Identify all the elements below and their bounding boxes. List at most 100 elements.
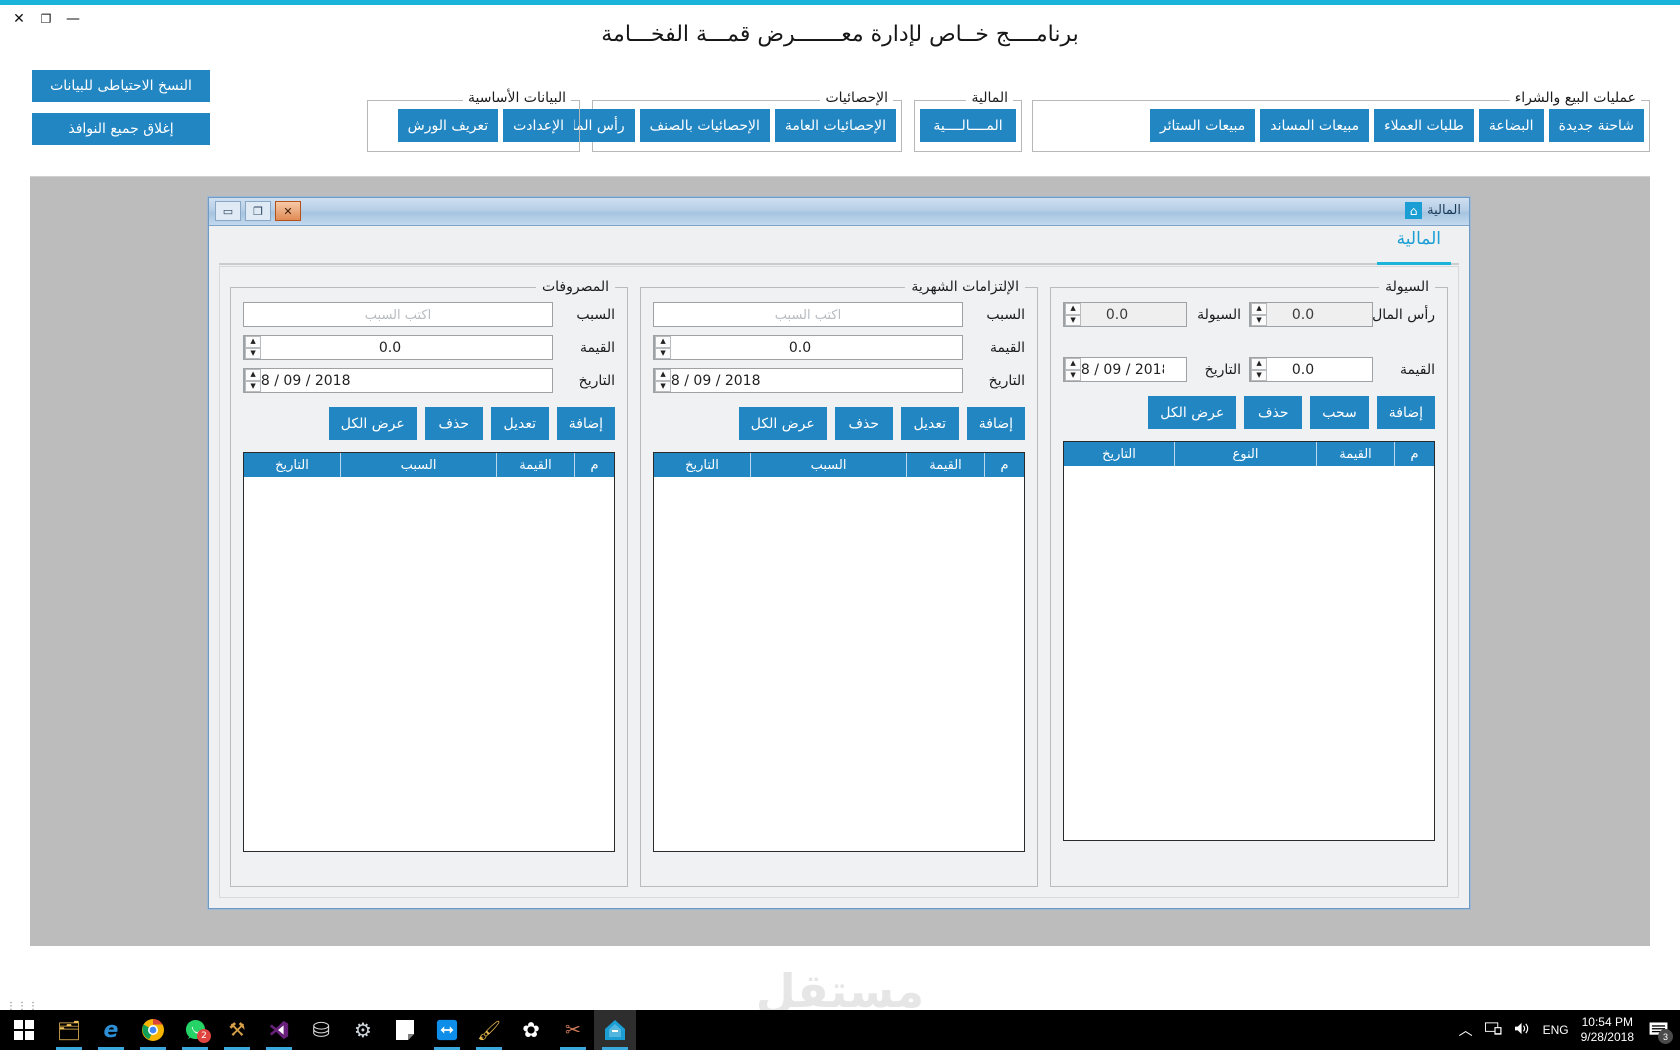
expenses-grid-body[interactable] (244, 477, 614, 851)
start-button[interactable] (0, 1010, 48, 1050)
minimize-icon[interactable]: — (66, 11, 80, 27)
liquidity-grid[interactable]: م القيمة النوع التاريخ (1063, 441, 1435, 841)
liquidity-spinner[interactable]: ▲ ▼ (1064, 303, 1081, 326)
general-statistics-button[interactable]: الإحصائيات العامة (774, 109, 896, 142)
child-close-icon[interactable]: ✕ (275, 201, 301, 221)
tools-icon[interactable]: ⚒ (216, 1010, 258, 1050)
obligations-date-row: التاريخ ▲▼ (653, 368, 1025, 393)
expenses-value-spinner[interactable]: ▲ ▼ (244, 336, 261, 359)
tab-separator (219, 263, 1459, 265)
expenses-date-spinner[interactable]: ▲ ▼ (244, 369, 261, 392)
curtain-sales-button[interactable]: مبيعات الستائر (1149, 109, 1256, 142)
liquidity-date-label: التاريخ (1204, 361, 1241, 378)
settings-icon[interactable]: ✿ (522, 1018, 540, 1042)
obligations-col-date: التاريخ (685, 457, 719, 473)
capital-spinner[interactable]: ▲ ▼ (1250, 303, 1267, 326)
capital-input[interactable] (1249, 302, 1373, 327)
settings-gears-icon[interactable]: ⚙ (354, 1018, 372, 1042)
obligations-value-label: القيمة (989, 339, 1025, 356)
clock[interactable]: 10:54 PM 9/28/2018 (1581, 1015, 1634, 1045)
sales-purchase-group: عمليات البيع والشراء شاحنة جديدة البضاعة… (1032, 90, 1650, 152)
chrome-browser-icon[interactable] (132, 1010, 174, 1050)
liquidity-showall-button[interactable]: عرض الكل (1148, 396, 1237, 429)
statistics-by-category-button[interactable]: الإحصائيات بالصنف (639, 109, 770, 142)
expenses-date-input[interactable] (243, 368, 553, 393)
obligations-date-spinner[interactable]: ▲ ▼ (654, 369, 671, 392)
basic-data-group: البيانات الأساسية الإعدادت تعريف الورش (367, 90, 580, 152)
obligations-value-input[interactable] (653, 335, 963, 360)
liquidity-delete-button[interactable]: حذف (1244, 396, 1303, 429)
customer-orders-button[interactable]: طلبات العملاء (1374, 109, 1474, 142)
obligations-value-spinner[interactable]: ▲ ▼ (654, 336, 671, 359)
expenses-showall-button[interactable]: عرض الكل (328, 407, 417, 440)
child-minimize-icon[interactable]: ▭ (215, 201, 241, 221)
tab-finance[interactable]: المالية (1396, 229, 1441, 249)
liquidity-add-button[interactable]: إضافة (1376, 396, 1435, 429)
clock-date: 9/28/2018 (1580, 1030, 1634, 1044)
edge-browser-icon[interactable]: e (90, 1010, 132, 1050)
workshops-definition-button[interactable]: تعريف الورش (397, 109, 499, 142)
child-window-titlebar[interactable]: ✕ ❐ ▭ ⌂ المالية (209, 198, 1469, 226)
child-restore-icon[interactable]: ❐ (245, 201, 271, 221)
notification-center-icon[interactable]: 3 (1646, 1017, 1673, 1044)
expenses-date-label: التاريخ (578, 372, 615, 389)
language-indicator[interactable]: ENG (1542, 1023, 1569, 1037)
top-accent-strip (0, 0, 1680, 5)
chevron-up-icon[interactable]: ︿ (1458, 1022, 1473, 1038)
network-icon[interactable] (1484, 1021, 1502, 1039)
finance-button[interactable]: المــــالــــية (920, 109, 1016, 142)
new-truck-button[interactable]: شاحنة جديدة (1548, 109, 1644, 142)
expenses-value-input[interactable] (243, 335, 553, 360)
obligations-edit-button[interactable]: تعديل (900, 407, 959, 440)
pillow-sales-button[interactable]: مبيعات المساند (1260, 109, 1370, 142)
whatsapp-icon[interactable]: 2 (174, 1010, 216, 1050)
child-window-title-area: ⌂ المالية (1405, 202, 1461, 219)
liquidity-input[interactable] (1063, 302, 1187, 327)
restore-icon[interactable]: ❐ (40, 12, 52, 26)
goods-button[interactable]: البضاعة (1478, 109, 1544, 142)
liquidity-amount-label: القيمة (1399, 361, 1435, 378)
liquidity-grid-body[interactable] (1064, 466, 1434, 840)
paint-icon[interactable]: 🖌 (468, 1010, 510, 1050)
liquidity-date-input[interactable] (1063, 357, 1187, 382)
statistics-group-title: الإحصائيات (820, 90, 893, 106)
expenses-panel-title: المصروفات (535, 279, 615, 295)
child-window-system-buttons: ✕ ❐ ▭ (215, 201, 301, 221)
obligations-grid-header: م القيمة السبب التاريخ (654, 453, 1024, 477)
expenses-edit-button[interactable]: تعديل (490, 407, 549, 440)
obligations-grid[interactable]: م القيمة السبب التاريخ (653, 452, 1025, 852)
app-showroom-icon[interactable] (594, 1010, 636, 1050)
volume-icon[interactable] (1514, 1021, 1531, 1039)
expenses-grid[interactable]: م القيمة السبب التاريخ (243, 452, 615, 852)
obligations-showall-button[interactable]: عرض الكل (738, 407, 827, 440)
expenses-add-button[interactable]: إضافة (556, 407, 615, 440)
obligations-date-input[interactable] (653, 368, 963, 393)
close-icon[interactable]: ✕ (13, 11, 25, 27)
snipping-tool-icon[interactable]: ✂ (552, 1010, 594, 1050)
clock-time: 10:54 PM (1581, 1015, 1633, 1029)
expenses-reason-input[interactable] (243, 302, 553, 327)
obligations-delete-button[interactable]: حذف (834, 407, 893, 440)
monthly-obligations-panel-title: الإلتزامات الشهرية (905, 279, 1025, 295)
obligations-grid-body[interactable] (654, 477, 1024, 851)
expenses-delete-button[interactable]: حذف (424, 407, 483, 440)
liquidity-col-type: النوع (1174, 442, 1316, 466)
teamviewer-icon[interactable] (426, 1010, 468, 1050)
notepad-icon[interactable] (384, 1010, 426, 1050)
backup-data-button[interactable]: النسخ الاحتياطى للبيانات (32, 70, 210, 102)
obligations-add-button[interactable]: إضافة (966, 407, 1025, 440)
liquidity-panel: السيولة رأس المال ▲▼ السيولة (1050, 277, 1448, 887)
finance-group: المالية المــــالــــية (914, 90, 1022, 152)
liquidity-amount-input[interactable] (1249, 357, 1373, 382)
liquidity-amount-spinner[interactable]: ▲ ▼ (1250, 358, 1267, 381)
taskbar-underline (98, 1047, 124, 1050)
obligations-reason-input[interactable] (653, 302, 963, 327)
settings-button[interactable]: الإعدادت (503, 109, 574, 142)
liquidity-withdraw-button[interactable]: سحب (1310, 396, 1369, 429)
database-icon[interactable]: ⛁ (312, 1018, 330, 1042)
close-all-windows-button[interactable]: إغلاق جميع النوافذ (32, 113, 210, 145)
liquidity-row-1: رأس المال ▲▼ السيولة ▲▼ (1063, 302, 1435, 327)
visual-studio-icon[interactable] (258, 1010, 300, 1050)
liquidity-date-spinner[interactable]: ▲ ▼ (1064, 358, 1081, 381)
file-explorer-icon[interactable]: 🗂 (48, 1010, 90, 1050)
